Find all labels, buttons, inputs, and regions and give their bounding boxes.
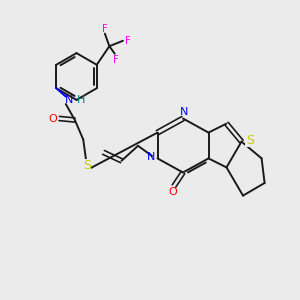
Text: F: F xyxy=(113,55,119,65)
Text: O: O xyxy=(48,113,57,124)
Text: N: N xyxy=(179,107,188,117)
Text: N: N xyxy=(147,152,155,162)
Text: S: S xyxy=(83,159,91,172)
Text: H: H xyxy=(76,95,85,105)
Text: O: O xyxy=(168,187,177,197)
Text: F: F xyxy=(125,36,131,46)
Text: F: F xyxy=(102,23,108,34)
Text: N: N xyxy=(65,95,74,105)
Text: S: S xyxy=(246,134,254,147)
